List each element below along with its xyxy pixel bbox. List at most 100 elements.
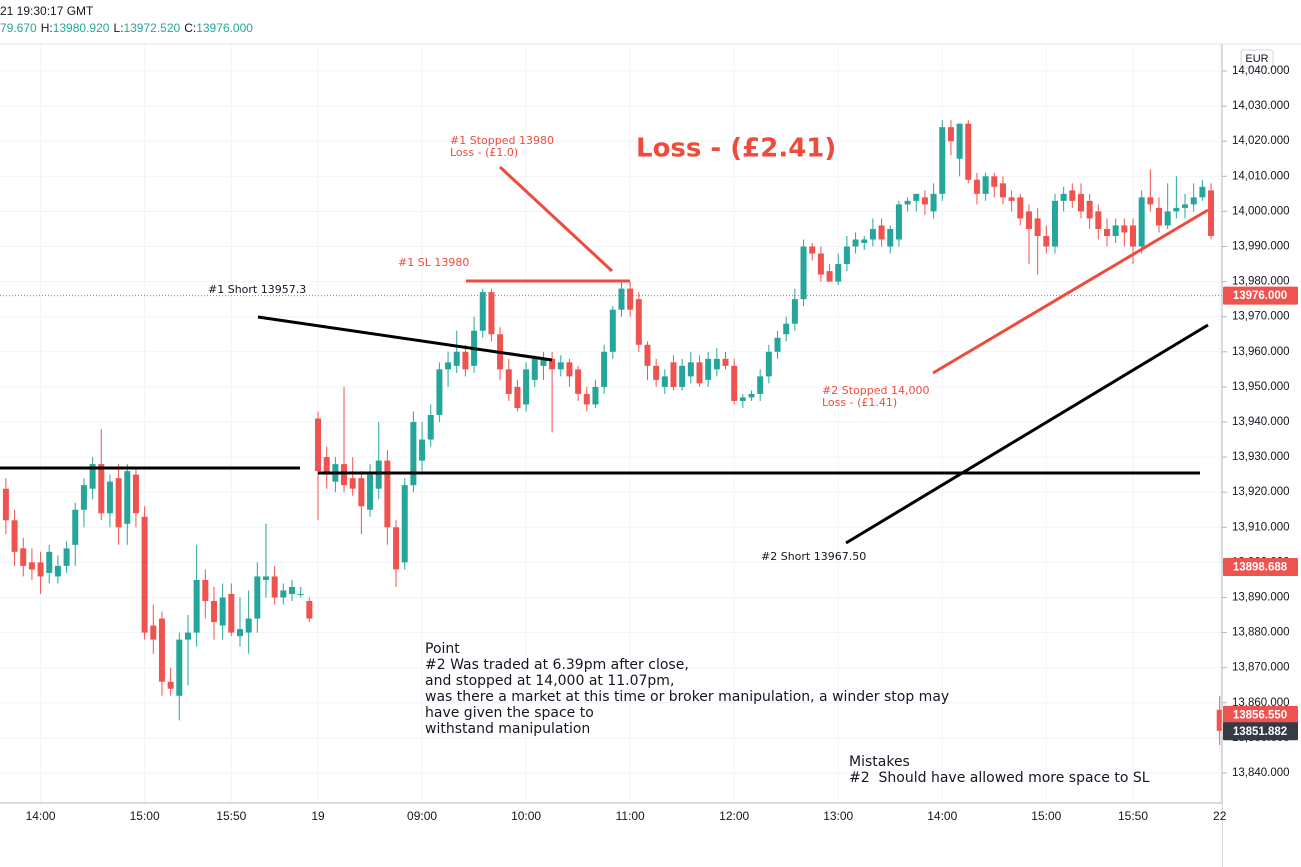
note: Point: [425, 641, 460, 657]
header-field: 13980.920: [53, 21, 110, 35]
price-tag-label: 13856.550: [1233, 709, 1287, 721]
candle-body: [895, 204, 902, 240]
annotation: Loss - (£1.41): [822, 396, 897, 409]
header-field: 13976.000: [196, 21, 253, 35]
y-tick-label: 13,960.000: [1232, 346, 1290, 358]
candle-body: [341, 464, 348, 486]
candle-body: [132, 474, 139, 514]
candle-body: [106, 481, 113, 514]
y-tick-label: 14,010.000: [1232, 170, 1290, 182]
candle-body: [349, 478, 356, 489]
candle-body: [635, 299, 642, 345]
candle-body: [1051, 200, 1058, 247]
candle-body: [904, 200, 911, 205]
candle-body: [557, 362, 564, 370]
candle-body: [982, 176, 989, 194]
candle-body: [653, 365, 660, 380]
drawn-line: [845, 323, 1209, 545]
candle-body: [1043, 235, 1050, 247]
x-tick-label: 11:00: [616, 809, 645, 823]
candle-body: [453, 351, 460, 366]
y-tick-label: 13,930.000: [1232, 451, 1290, 463]
candle-body: [965, 123, 972, 180]
x-tick-label: 14:00: [26, 809, 56, 823]
annotations: #1 Stopped 13980 Loss - (£1.0) Loss - (£…: [208, 134, 1150, 787]
note: have given the space to: [425, 705, 594, 721]
candle-body: [549, 358, 556, 370]
candle-body: [1008, 197, 1015, 201]
candle-body: [1060, 193, 1067, 201]
candle-body: [991, 176, 998, 187]
header-field: L:: [113, 21, 123, 35]
candle-body: [852, 239, 859, 247]
candle-body: [1095, 211, 1102, 229]
note: and stopped at 14,000 at 11.07pm,: [425, 673, 674, 689]
candle-body: [72, 509, 79, 545]
x-tick-label: 14:00: [927, 809, 957, 823]
candle-body: [999, 183, 1006, 198]
y-tick-label: 14,000.000: [1232, 205, 1290, 217]
candle-body: [98, 464, 105, 514]
candle-body: [1173, 207, 1180, 212]
candle-body: [393, 527, 400, 570]
candle-body: [826, 271, 833, 282]
time-axis-bg: [0, 803, 1222, 867]
candle-body: [280, 590, 287, 598]
candle-body: [505, 369, 512, 394]
candle-body: [20, 548, 27, 566]
candle-body: [843, 246, 850, 265]
candle-body: [618, 288, 625, 310]
candle-body: [488, 292, 495, 335]
drawn-line: [257, 315, 553, 362]
x-tick-label: 10:00: [511, 809, 541, 823]
candle-body: [367, 474, 374, 510]
candle-body: [271, 576, 278, 598]
candle-body: [679, 365, 686, 387]
x-tick-label: 22: [1213, 809, 1227, 823]
price-tag: [1223, 558, 1298, 577]
y-tick-label: 13,950.000: [1232, 381, 1290, 393]
y-tick-label: 13,840.000: [1232, 767, 1290, 779]
x-tick-label: 15:50: [216, 809, 246, 823]
candle-body: [705, 358, 712, 380]
price-axis-bg: [1222, 45, 1301, 803]
candle-body: [436, 369, 443, 415]
candle-body: [358, 478, 365, 507]
price-tags: 13976.000 13898.688 13856.550 13851.882: [1223, 286, 1298, 741]
candle-body: [1069, 190, 1076, 201]
price-tag: [1223, 722, 1298, 741]
annotation: #1 SL 13980: [398, 256, 469, 269]
candle-body: [167, 681, 174, 689]
header-field: H:: [41, 21, 53, 35]
annotation: #1 Short 13957.3: [208, 283, 306, 296]
x-tick-label: 15:00: [130, 809, 160, 823]
candle-body: [1216, 709, 1223, 731]
x-tick-label: 09:00: [407, 809, 437, 823]
annotation: #2 Stopped 14,000: [822, 384, 929, 397]
y-tick-label: 13,980.000: [1232, 276, 1290, 288]
candle-body: [462, 351, 469, 370]
candle-body: [63, 548, 70, 566]
x-tick-label: 12:00: [719, 809, 749, 823]
candle-body: [661, 376, 668, 387]
candle-body: [315, 418, 322, 472]
candle-body: [947, 127, 954, 142]
candle-body: [1164, 211, 1171, 226]
y-tick-label: 14,020.000: [1232, 135, 1290, 147]
candle-body: [1138, 197, 1145, 247]
candle-body: [427, 414, 434, 440]
drawn-line: [932, 208, 1209, 375]
candle-body: [1182, 204, 1189, 208]
candle-body: [791, 299, 798, 324]
candle-body: [193, 579, 200, 633]
candle-body: [809, 246, 816, 254]
candle-body: [531, 358, 538, 380]
candle-body: [1112, 225, 1119, 236]
candle-body: [861, 239, 868, 243]
candle-body: [731, 365, 738, 401]
candle-body: [410, 421, 417, 486]
candle-body: [1034, 218, 1041, 236]
candle-body: [757, 376, 764, 394]
candle-body: [219, 597, 226, 626]
